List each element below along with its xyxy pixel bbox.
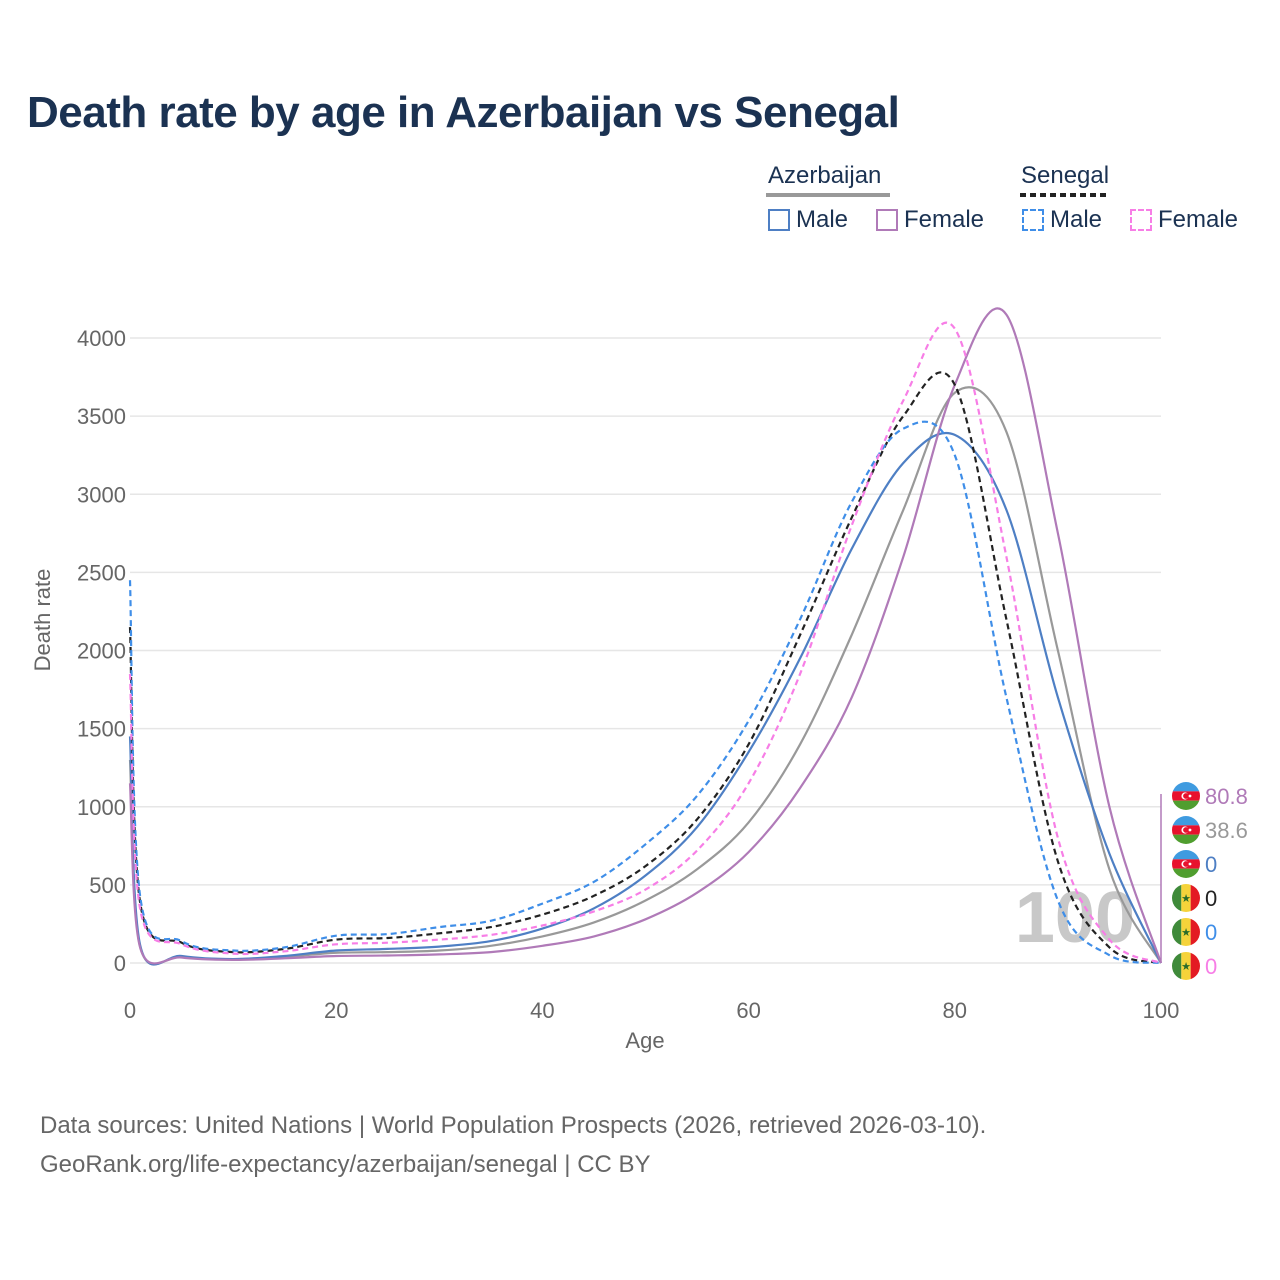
end-labels: 80.838.60★ 0★ 0★ 0 [1172, 782, 1248, 980]
end-label-value: 38.6 [1205, 818, 1248, 843]
y-tick-label: 1000 [77, 795, 126, 820]
series-line-azerbaijan-total[interactable] [128, 386, 1162, 966]
x-tick-label: 60 [736, 998, 760, 1023]
chart-title: Death rate by age in Azerbaijan vs Seneg… [27, 88, 900, 137]
end-label: ★ 0 [1172, 884, 1217, 912]
x-tick-label: 20 [324, 998, 348, 1023]
end-label: ★ 0 [1172, 918, 1217, 946]
series-line-senegal-total[interactable] [128, 371, 1162, 965]
y-axis-label: Death rate [30, 569, 55, 672]
end-label-value: 80.8 [1205, 784, 1248, 809]
y-tick-label: 3000 [77, 482, 126, 507]
azerbaijan-flag-icon [1172, 782, 1200, 810]
year-watermark: 100 [1015, 878, 1135, 958]
end-label: 80.8 [1172, 782, 1248, 810]
series-line-azerbaijan-female[interactable] [128, 307, 1163, 965]
legend-label: Female [904, 206, 985, 233]
senegal-flag-icon: ★ [1172, 952, 1200, 980]
x-tick-label: 0 [124, 998, 136, 1023]
end-label: 38.6 [1172, 816, 1248, 844]
legend-swatch-male-icon [768, 209, 790, 231]
y-tick-label: 500 [89, 873, 126, 898]
end-label-value: 0 [1205, 886, 1217, 911]
y-tick-label: 0 [114, 951, 126, 976]
legend-item-azerbaijan-male[interactable]: Male [768, 206, 848, 234]
senegal-flag-icon: ★ [1172, 918, 1200, 946]
legend-line-senegal [1020, 193, 1110, 197]
legend-item-senegal-female[interactable]: Female [1130, 206, 1238, 234]
legend-item-azerbaijan-female[interactable]: Female [876, 206, 984, 234]
x-tick-label: 40 [530, 998, 554, 1023]
x-tick-label: 100 [1143, 998, 1180, 1023]
series-line-senegal-female[interactable] [128, 321, 1162, 965]
y-axis-ticks: 0 500 1000 1500 2000 2500 3000 3500 4000 [77, 326, 126, 976]
end-label: ★ 0 [1172, 952, 1217, 980]
x-axis-ticks: 0 20 40 60 80 100 [124, 998, 1179, 1023]
sources-line-1: Data sources: United Nations | World Pop… [40, 1112, 987, 1139]
data-sources: Data sources: United Nations | World Pop… [40, 1106, 986, 1184]
end-label: 0 [1172, 850, 1217, 878]
y-tick-label: 4000 [77, 326, 126, 351]
azerbaijan-flag-icon [1172, 850, 1200, 878]
svg-text:★: ★ [1181, 961, 1191, 973]
legend-line-azerbaijan [766, 193, 890, 197]
svg-text:★: ★ [1181, 927, 1191, 939]
end-label-value: 0 [1205, 954, 1217, 979]
azerbaijan-flag-icon [1172, 816, 1200, 844]
legend-label: Male [1050, 206, 1103, 233]
grid-lines [130, 337, 1161, 964]
series-lines [128, 307, 1163, 966]
legend-swatch-female-icon [1130, 209, 1152, 231]
x-tick-label: 80 [943, 998, 967, 1023]
legend-country-senegal: Senegal [1021, 162, 1110, 189]
svg-text:★: ★ [1181, 893, 1191, 905]
legend-swatch-male-icon [1022, 209, 1044, 231]
legend-country-azerbaijan: Azerbaijan [768, 162, 882, 189]
series-line-senegal-male[interactable] [128, 420, 1162, 965]
senegal-flag-icon: ★ [1172, 884, 1200, 912]
legend-label: Male [796, 206, 849, 233]
end-label-value: 0 [1205, 852, 1217, 877]
sources-line-2[interactable]: GeoRank.org/life-expectancy/azerbaijan/s… [40, 1151, 651, 1178]
y-tick-label: 2500 [77, 560, 126, 585]
legend-label: Female [1158, 206, 1239, 233]
y-tick-label: 3500 [77, 404, 126, 429]
y-tick-label: 1500 [77, 717, 126, 742]
legend-swatch-female-icon [876, 209, 898, 231]
x-axis-label: Age [625, 1028, 664, 1053]
end-label-value: 0 [1205, 920, 1217, 945]
y-tick-label: 2000 [77, 639, 126, 664]
legend-item-senegal-male[interactable]: Male [1022, 206, 1102, 234]
